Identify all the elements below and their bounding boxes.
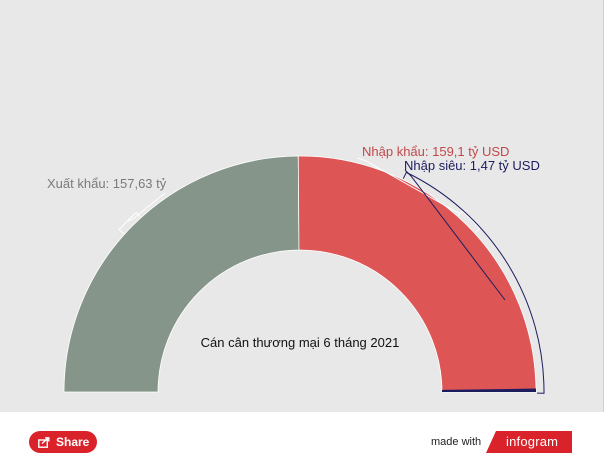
xuat-khau-label: Xuất khẩu: 157,63 tỷ (47, 176, 167, 191)
share-icon (38, 436, 50, 448)
nhap-sieu-bracket (402, 171, 545, 394)
xuat-khau-bracket (118, 211, 141, 235)
share-button[interactable]: Share (29, 431, 97, 453)
infogram-logo[interactable] (486, 431, 572, 453)
nhap-sieu-label: Nhập siêu: 1,47 tỷ USD (404, 158, 540, 173)
gauge-slice-nhập-khẩu (297, 155, 537, 393)
gauge-chart: Xuất khẩu: 157,63 tỷ Nhập khẩu: 159,1 tỷ … (47, 144, 545, 394)
made-with-text: made with (431, 436, 482, 448)
share-label: Share (56, 435, 90, 449)
center-label: Cán cân thương mại 6 tháng 2021 (201, 335, 400, 350)
nhap-khau-label: Nhập khẩu: 159,1 tỷ USD (362, 144, 509, 159)
nhap-sieu-slice (441, 388, 536, 392)
gauge-slice-xuất-khẩu (63, 155, 300, 393)
chart-area: Xuất khẩu: 157,63 tỷ Nhập khẩu: 159,1 tỷ … (0, 0, 604, 412)
nhap-khau-leader (357, 157, 461, 215)
nhap-sieu-leader (404, 169, 506, 301)
xuat-khau-leader (127, 192, 166, 222)
nhap-khau-bracket (457, 210, 481, 233)
infogram-logo-text: infogram (506, 434, 559, 449)
